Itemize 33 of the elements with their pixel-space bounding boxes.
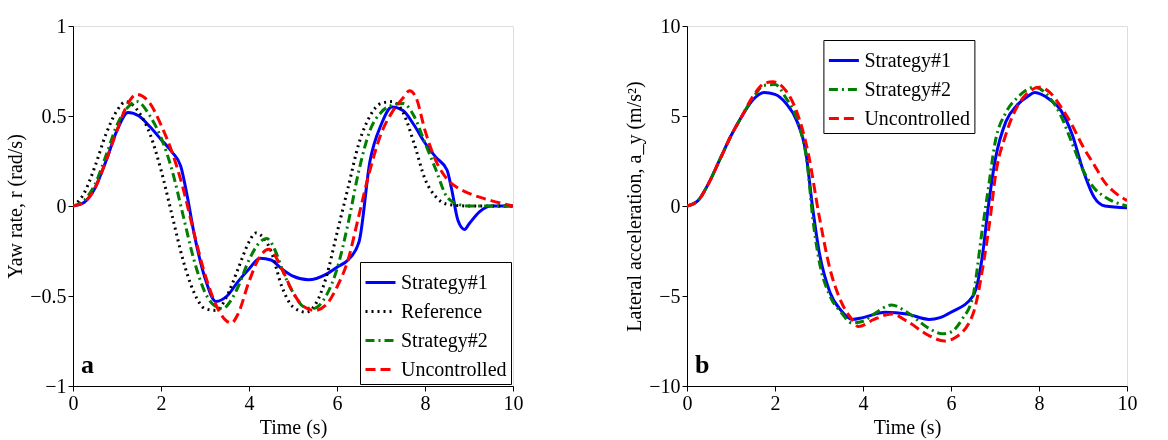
- annotation: a: [81, 350, 94, 379]
- x-tick-label: 6: [946, 391, 957, 414]
- y-tick-label: 0: [56, 194, 67, 217]
- x-axis-title: Time (s): [259, 415, 328, 439]
- x-tick-label: 2: [770, 391, 781, 414]
- y-tick-label: −1: [45, 374, 67, 397]
- y-tick-label: 10: [660, 14, 681, 37]
- y-axis-title: Yaw rate, r (rad/s): [4, 134, 28, 279]
- y-tick-label: −10: [649, 374, 681, 397]
- x-tick-label: 4: [244, 391, 255, 414]
- legend-label: Uncontrolled: [864, 106, 970, 129]
- y-tick-label: 1: [56, 14, 67, 37]
- legend-label: Strategy#2: [401, 328, 488, 352]
- x-axis-title: Time (s): [873, 415, 942, 439]
- x-tick-label: 10: [503, 391, 524, 414]
- y-tick-label: −0.5: [30, 284, 67, 307]
- y-tick-label: 5: [670, 104, 681, 127]
- legend-label: Uncontrolled: [401, 357, 507, 380]
- x-tick-label: 6: [332, 391, 343, 414]
- y-tick-label: −5: [659, 284, 681, 307]
- y-tick-label: 0: [670, 194, 681, 217]
- legend-label: Strategy#1: [401, 270, 488, 294]
- y-tick-label: 0.5: [41, 104, 67, 127]
- x-tick-label: 4: [858, 391, 869, 414]
- legend-label: Strategy#1: [864, 48, 952, 72]
- x-tick-label: 8: [420, 391, 431, 414]
- annotation: b: [695, 350, 710, 379]
- y-axis-title: Lateral acceleration, a_y (m/s²): [623, 81, 647, 332]
- x-tick-label: 8: [1034, 391, 1045, 414]
- x-tick-label: 10: [1117, 391, 1138, 414]
- legend-label: Reference: [401, 299, 483, 322]
- legend-label: Strategy#2: [864, 77, 952, 101]
- x-tick-label: 2: [156, 391, 167, 414]
